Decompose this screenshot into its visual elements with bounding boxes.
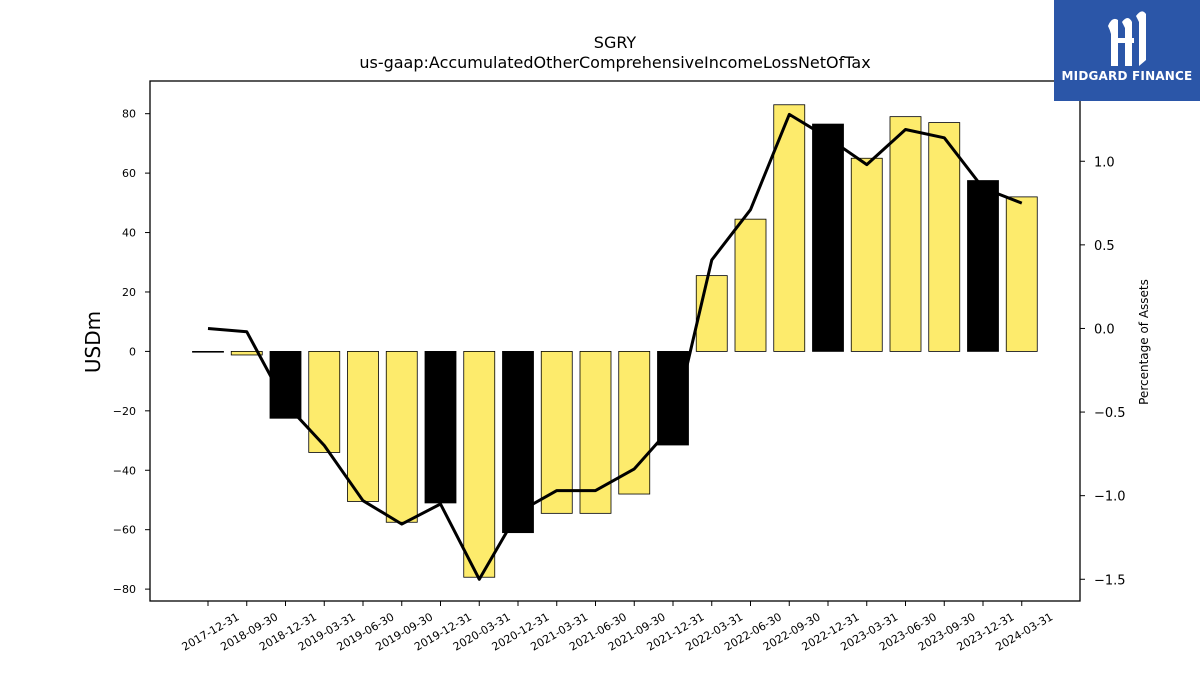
logo-text: MIDGARD FINANCE <box>1061 69 1193 83</box>
bar <box>657 350 689 446</box>
y-tick-label: −20 <box>113 405 136 418</box>
y2-tick-label: 0.0 <box>1094 322 1115 337</box>
y-tick-label: 40 <box>122 227 136 240</box>
chart-title: SGRY <box>594 33 637 52</box>
y2-tick-label: 1.0 <box>1094 155 1115 170</box>
y2-tick-label: 0.5 <box>1094 239 1115 254</box>
bar <box>695 275 728 352</box>
y-tick-label: 80 <box>122 108 136 121</box>
bar <box>192 350 224 353</box>
bar <box>734 218 767 352</box>
y-tick-label: 0 <box>129 345 136 358</box>
bar <box>463 350 496 578</box>
bar <box>928 122 961 352</box>
y2-tick-label: −0.5 <box>1094 406 1126 421</box>
y-tick-label: −60 <box>113 524 136 537</box>
bars-layer <box>192 104 1038 578</box>
bar <box>812 123 844 352</box>
y2-tick-label: −1.5 <box>1094 573 1126 588</box>
y-axis-label: USDm <box>81 311 105 373</box>
bar <box>967 180 999 352</box>
line-layer <box>207 112 1023 581</box>
bar <box>850 157 883 352</box>
bar <box>773 104 806 352</box>
plot-frame <box>149 80 1081 602</box>
y-tick-label: −80 <box>113 583 136 596</box>
chart-subtitle: us-gaap:AccumulatedOtherComprehensiveInc… <box>359 53 870 72</box>
y-tick-label: 20 <box>122 286 136 299</box>
y2-tick-label: −1.0 <box>1094 490 1126 505</box>
bar <box>308 350 341 453</box>
bar <box>889 116 922 352</box>
y-tick-label: 60 <box>122 167 136 180</box>
bar <box>1005 196 1038 352</box>
bar <box>502 350 534 534</box>
bar <box>540 350 573 514</box>
bar <box>618 350 651 495</box>
bar <box>347 350 379 502</box>
bar <box>424 350 457 504</box>
bar <box>230 350 263 356</box>
midgard-finance-logo: MIDGARD FINANCE <box>1054 0 1200 101</box>
y-tick-label: −40 <box>113 464 136 477</box>
bar <box>385 350 418 523</box>
y2-axis-label: Percentage of Assets <box>1137 279 1151 405</box>
percentage-line <box>207 112 1023 581</box>
midgard-logo-icon <box>1108 11 1146 66</box>
